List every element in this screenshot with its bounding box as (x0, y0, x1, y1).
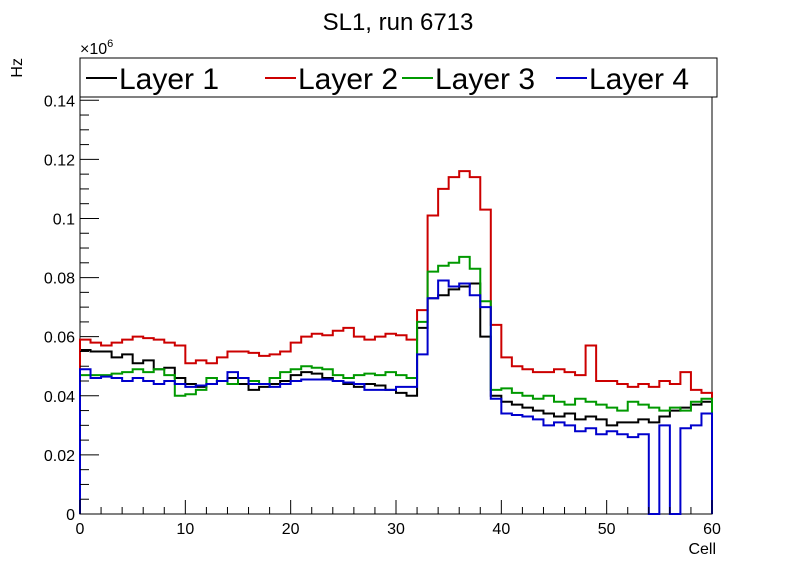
legend-label-layer-2: Layer 2 (298, 63, 398, 96)
y-tick-label: 0.04 (44, 389, 75, 406)
x-tick-label: 60 (703, 521, 721, 538)
y-tick-label: 0.1 (53, 211, 75, 228)
y-axis-title: Hz (9, 58, 26, 78)
axes-group: 0 10 20 30 40 50 60 0 0.02 0.04 0.06 0.08 0.1 0.12 0.1… (44, 70, 721, 538)
legend-label-layer-4: Layer 4 (589, 63, 689, 96)
series-line-layer-1 (79, 282, 713, 514)
legend-label-layer-1: Layer 1 (119, 63, 219, 96)
x-axis-title: Cell (688, 541, 716, 558)
series-line-layer-2 (79, 170, 713, 514)
y-exponent-power: 6 (107, 38, 113, 50)
x-tick-label: 50 (598, 521, 616, 538)
y-tick-label: 0.06 (44, 330, 75, 347)
x-tick-label: 20 (282, 521, 300, 538)
x-tick-label: 0 (76, 521, 85, 538)
series-group (79, 170, 713, 515)
y-tick-label: 0 (66, 507, 75, 524)
y-tick-label: 0.14 (44, 93, 75, 110)
x-tick-label: 10 (176, 521, 194, 538)
series-line-layer-4 (79, 279, 713, 515)
y-exponent: ×106 (80, 38, 113, 58)
legend-label-layer-3: Layer 3 (435, 63, 535, 96)
y-tick-label: 0.08 (44, 271, 75, 288)
legend: Layer 1 Layer 2 Layer 3 Layer 4 (79, 57, 718, 98)
plot-frame (79, 57, 713, 515)
legend-box (79, 57, 718, 98)
series-line-layer-3 (79, 255, 713, 514)
chart-title: SL1, run 6713 (323, 9, 474, 36)
y-tick-label: 0.02 (44, 448, 75, 465)
legend-entries: Layer 1 Layer 2 Layer 3 Layer 4 (86, 63, 689, 96)
x-tick-label: 30 (387, 521, 405, 538)
x-tick-label: 40 (492, 521, 510, 538)
y-exponent-base: ×10 (80, 41, 107, 58)
y-tick-label: 0.12 (44, 152, 75, 169)
